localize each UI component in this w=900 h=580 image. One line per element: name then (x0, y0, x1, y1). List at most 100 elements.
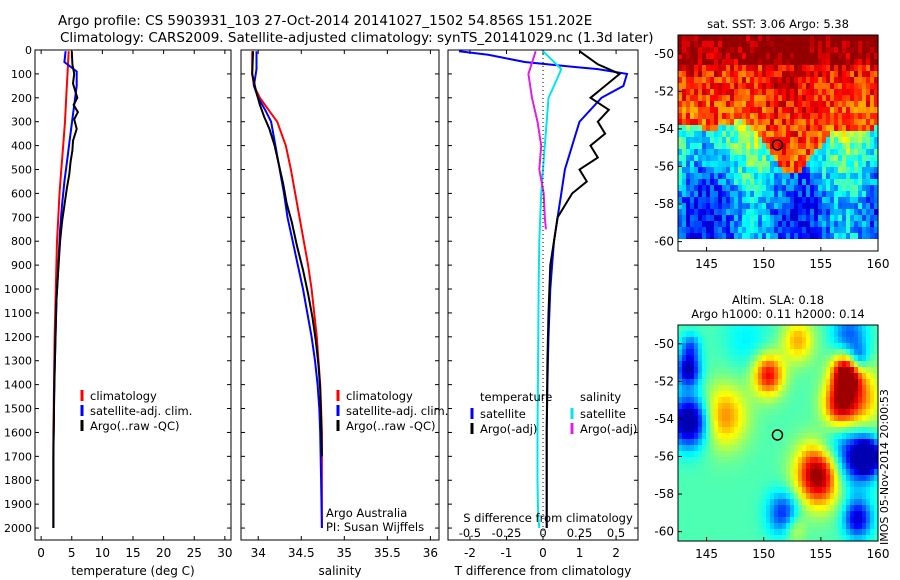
heat-cell (702, 529, 707, 536)
heat-cell (782, 379, 787, 386)
heat-cell (754, 499, 759, 506)
heat-cell (862, 445, 867, 452)
heat-cell (846, 191, 851, 198)
heat-cell (810, 215, 815, 222)
heat-cell (718, 179, 723, 186)
heat-cell (734, 107, 739, 114)
heat-cell (786, 185, 791, 192)
heat-cell (706, 125, 711, 132)
y-tick-label: 1800 (4, 474, 32, 487)
heat-cell (850, 409, 855, 416)
x-tick-label: 34.5 (288, 546, 315, 560)
heat-cell (874, 215, 879, 222)
heat-cell (690, 209, 695, 216)
heat-cell (738, 349, 743, 356)
heat-cell (750, 331, 755, 338)
heat-cell (754, 59, 759, 66)
heat-cell (678, 511, 683, 518)
heat-cell (694, 101, 699, 108)
heat-cell (810, 505, 815, 512)
heat-cell (790, 185, 795, 192)
heat-cell (842, 433, 847, 440)
heat-cell (778, 95, 783, 102)
heat-cell (814, 101, 819, 108)
heat-cell (758, 421, 763, 428)
annotation-institution: Argo Australia (326, 506, 407, 520)
heat-cell (718, 77, 723, 84)
heat-cell (790, 89, 795, 96)
heat-cell (810, 523, 815, 530)
heat-cell (770, 325, 775, 332)
heat-cell (838, 173, 843, 180)
heat-cell (690, 355, 695, 362)
heat-cell (786, 487, 791, 494)
heat-cell (802, 155, 807, 162)
heat-cell (766, 433, 771, 440)
heat-cell (834, 53, 839, 60)
heat-cell (798, 349, 803, 356)
heat-cell (718, 409, 723, 416)
heat-cell (842, 451, 847, 458)
heat-cell (702, 373, 707, 380)
heat-cell (734, 227, 739, 234)
heat-cell (714, 143, 719, 150)
heat-cell (838, 35, 843, 42)
heat-cell (830, 89, 835, 96)
heat-cell (734, 119, 739, 126)
heat-cell (774, 379, 779, 386)
heat-cell (758, 403, 763, 410)
heat-cell (746, 173, 751, 180)
heat-cell (702, 415, 707, 422)
heat-cell (830, 161, 835, 168)
heat-cell (730, 89, 735, 96)
heat-cell (850, 83, 855, 90)
heat-cell (730, 155, 735, 162)
heat-cell (746, 191, 751, 198)
heat-cell (850, 415, 855, 422)
heat-cell (802, 385, 807, 392)
heat-cell (686, 517, 691, 524)
heat-cell (730, 523, 735, 530)
heat-cell (838, 325, 843, 332)
heat-cell (758, 245, 763, 252)
heat-cell (846, 203, 851, 210)
heat-cell (802, 445, 807, 452)
heat-cell (830, 59, 835, 66)
heat-cell (694, 83, 699, 90)
heat-cell (730, 469, 735, 476)
heat-cell (782, 125, 787, 132)
heat-cell (722, 517, 727, 524)
heat-cell (786, 245, 791, 252)
heat-cell (850, 391, 855, 398)
heat-cell (818, 325, 823, 332)
heat-cell (698, 221, 703, 228)
heat-cell (798, 433, 803, 440)
heat-cell (858, 227, 863, 234)
heat-cell (810, 173, 815, 180)
heat-cell (734, 493, 739, 500)
heat-cell (754, 101, 759, 108)
heat-cell (702, 475, 707, 482)
heat-cell (758, 203, 763, 210)
salinity-panel: 34 34.5 35 35.5 36salinityclimatologysatelli… (240, 49, 448, 578)
heat-cell (730, 361, 735, 368)
heat-cell (778, 517, 783, 524)
heat-cell (754, 361, 759, 368)
heat-cell (842, 203, 847, 210)
heat-cell (850, 367, 855, 374)
heat-cell (730, 191, 735, 198)
heat-cell (710, 391, 715, 398)
map-title: Altim. SLA: 0.18 (732, 293, 824, 307)
heat-cell (746, 221, 751, 228)
heat-cell (714, 131, 719, 138)
heat-cell (690, 239, 695, 246)
heat-cell (790, 511, 795, 518)
heat-cell (742, 361, 747, 368)
heat-cell (742, 439, 747, 446)
heat-cell (710, 499, 715, 506)
heat-cell (786, 457, 791, 464)
heat-cell (734, 143, 739, 150)
heat-cell (742, 421, 747, 428)
heat-cell (710, 367, 715, 374)
